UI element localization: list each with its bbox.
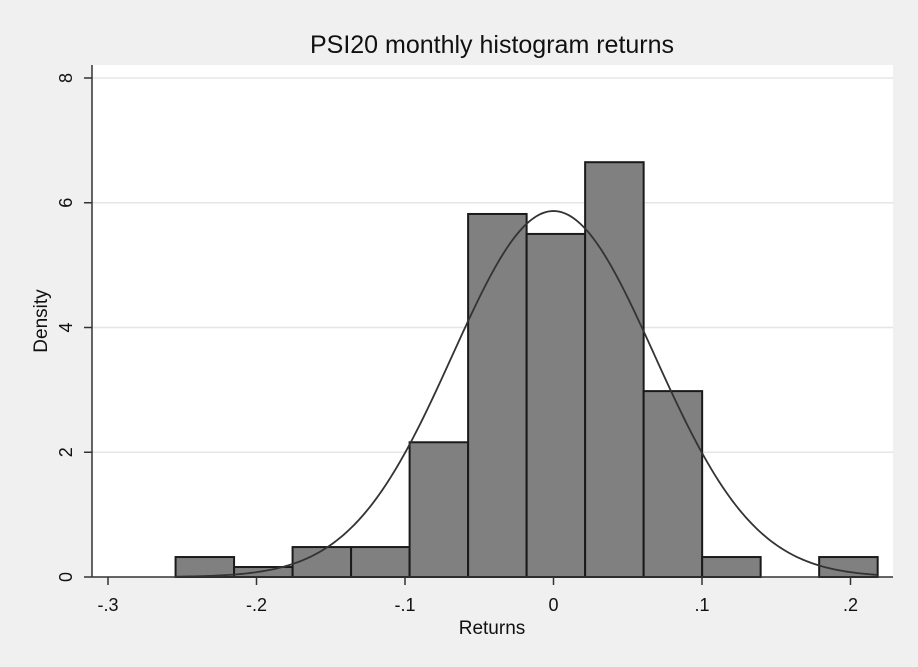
x-axis-label: Returns [459, 618, 526, 639]
y-tick-label: 2 [56, 447, 76, 457]
y-tick-label: 0 [56, 572, 76, 582]
histogram-bar [525, 232, 587, 578]
histogram-bar [701, 556, 762, 578]
x-tick-label: .1 [694, 595, 709, 615]
axes: 0 2 4 6 8 -.3 -.2 -.1 0 .1 .2 [56, 65, 893, 615]
x-tick-label: -.3 [97, 595, 118, 615]
y-tick-label: 8 [56, 73, 76, 83]
y-tick-label: 4 [56, 322, 76, 332]
chart-title: PSI20 monthly histogram returns [310, 31, 674, 59]
histogram-bar [642, 390, 704, 578]
x-tick-label: .2 [843, 595, 858, 615]
x-tick-label: -.2 [246, 595, 267, 615]
y-tick-label: 6 [56, 198, 76, 208]
y-axis-label: Density [31, 289, 52, 353]
histogram-bar [350, 546, 411, 578]
histogram-bars [174, 161, 879, 579]
x-tick-label: -.1 [394, 595, 415, 615]
x-tick-label: 0 [548, 595, 558, 615]
normal-density-curve [175, 210, 878, 578]
histogram-bar [408, 441, 470, 578]
histogram-bar [584, 161, 645, 579]
histogram-bar [174, 556, 236, 578]
histogram-bar [467, 212, 528, 578]
